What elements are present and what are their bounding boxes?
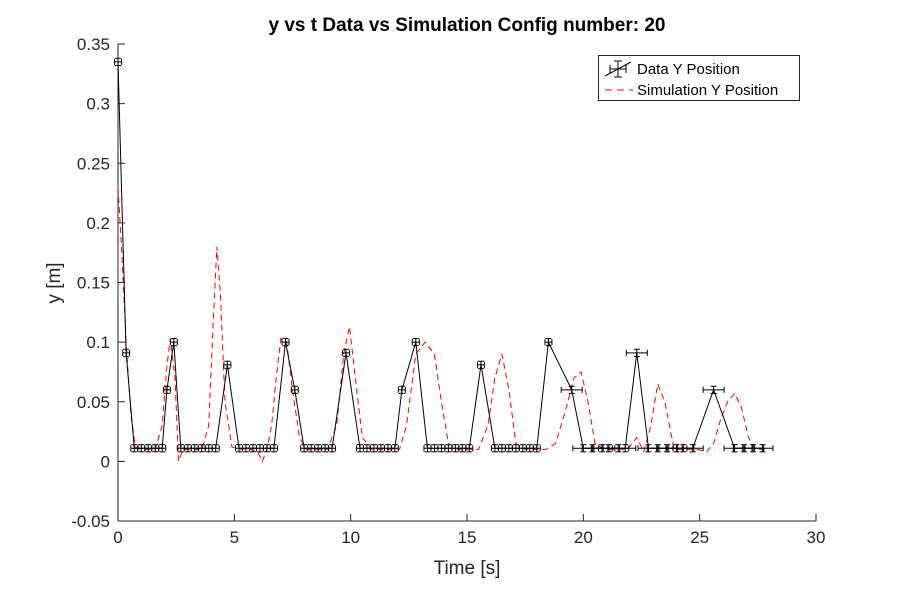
- data-series-line: [117, 61, 763, 449]
- x-tick-label: 15: [458, 528, 477, 547]
- legend-label-simulation: Simulation Y Position: [637, 82, 779, 99]
- y-tick-label: -0.05: [71, 512, 110, 531]
- legend-swatch-data: [604, 60, 632, 78]
- y-tick-label: 0: [101, 452, 110, 471]
- x-tick-label: 30: [807, 528, 826, 547]
- y-tick-label: 0.05: [77, 393, 110, 412]
- simulation-series-line: [117, 187, 765, 463]
- y-tick-label: 0.25: [77, 154, 110, 173]
- legend-label-data: Data Y Position: [637, 61, 740, 78]
- x-tick-label: 5: [230, 528, 239, 547]
- legend-item-data: Data Y Position: [599, 59, 799, 79]
- legend-swatch-simulation: [605, 89, 633, 91]
- y-tick-label: 0.2: [86, 214, 110, 233]
- y-tick-label: 0.3: [86, 95, 110, 114]
- legend: Data Y Position Simulation Y Position: [598, 55, 800, 101]
- legend-item-simulation: Simulation Y Position: [599, 80, 799, 100]
- y-axis-label: y [m]: [44, 262, 65, 304]
- chart-title: y vs t Data vs Simulation Config number:…: [268, 15, 666, 36]
- x-axis-label: Time [s]: [433, 558, 501, 579]
- x-tick-label: 25: [690, 528, 709, 547]
- x-tick-label: 20: [574, 528, 593, 547]
- y-tick-label: 0.15: [77, 274, 110, 293]
- x-tick-label: 0: [113, 528, 122, 547]
- x-tick-label: 10: [341, 528, 360, 547]
- y-tick-label: 0.1: [86, 333, 110, 352]
- y-tick-label: 0.35: [77, 35, 110, 54]
